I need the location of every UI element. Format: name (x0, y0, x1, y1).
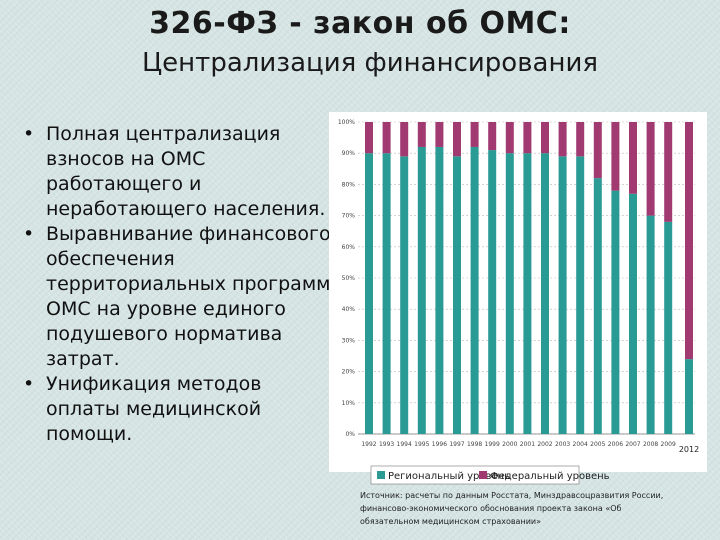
bar-federal (558, 122, 567, 157)
bar-regional (685, 359, 693, 434)
bar-regional (400, 156, 409, 434)
bar-federal (685, 122, 693, 360)
bar-federal (400, 122, 409, 157)
bar-federal (611, 122, 620, 191)
legend-label-regional: Региональный уровень (388, 471, 510, 482)
y-tick-label: 10% (342, 400, 356, 407)
bar-federal (541, 122, 549, 154)
chart-bars (365, 122, 693, 434)
legend-swatch-regional (377, 471, 385, 479)
bar-federal (435, 122, 444, 147)
bar-federal (646, 122, 655, 216)
bar-regional (593, 178, 602, 434)
x-tick-label: 1999 (485, 441, 500, 448)
chart-y-ticks: 0% 10% 20% 30% 40% 50% 60% 70% 80% 90% 100% (338, 119, 355, 438)
bar-federal (576, 122, 585, 157)
x-tick-label: 2008 (643, 441, 658, 448)
chart-panel: 0% 10% 20% 30% 40% 50% 60% 70% 80% 90% 100% 1992 19… (329, 112, 707, 485)
x-tick-label: 2009 (661, 441, 676, 448)
bar-regional (470, 146, 479, 434)
bar-regional (488, 150, 497, 434)
x-tick-label: 1994 (397, 441, 412, 448)
legend-swatch-federal (479, 471, 487, 479)
y-tick-label: 90% (342, 150, 356, 157)
y-tick-label: 50% (342, 275, 356, 282)
bar-federal (470, 122, 479, 147)
legend-box (370, 465, 580, 485)
bar-federal (488, 122, 497, 151)
bar-regional (382, 153, 391, 434)
x-tick-label: 1992 (361, 441, 376, 448)
x-tick-label: 2007 (625, 441, 640, 448)
bullet-text: Унификация методов оплаты медицинской по… (46, 373, 262, 445)
bar-regional (629, 193, 637, 434)
bullet-dot-icon: • (23, 223, 35, 245)
x-tick-label: 2000 (502, 441, 517, 448)
bar-federal (664, 122, 673, 222)
y-tick-label: 100% (338, 119, 355, 126)
y-tick-label: 80% (342, 181, 356, 188)
source-note: Источник: расчеты по данным Росстата, Ми… (360, 491, 664, 526)
bar-federal (629, 122, 637, 194)
y-tick-label: 0% (345, 431, 355, 438)
bar-regional (541, 153, 549, 434)
bar-federal (365, 122, 373, 154)
bar-regional (435, 146, 444, 434)
bullet-list: • Полная централизация взносов на ОМС раб… (20, 122, 340, 447)
bar-regional (417, 146, 426, 434)
legend-label-federal: Федеральный уровень (490, 471, 610, 482)
bar-regional (664, 221, 673, 434)
x-tick-label: 2012 (679, 445, 699, 454)
x-tick-label: 2004 (573, 441, 588, 448)
bar-regional (558, 156, 567, 434)
bar-regional (365, 153, 373, 434)
bar-regional (453, 156, 461, 434)
slide-subtitle: Централизация финансирования (142, 48, 598, 78)
chart-legend: Региональный уровень Федеральный уровень (370, 465, 610, 485)
x-tick-label: 1998 (467, 441, 482, 448)
x-tick-label: 2005 (590, 441, 605, 448)
y-tick-label: 30% (342, 337, 356, 344)
y-tick-label: 60% (342, 244, 356, 251)
bar-federal (505, 122, 514, 154)
y-tick-label: 70% (342, 213, 356, 220)
slide-title: 326-ФЗ - закон об ОМС: (149, 6, 571, 41)
bullet-item: • Унификация методов оплаты медицинской п… (20, 372, 340, 447)
bar-federal (382, 122, 391, 154)
x-tick-label: 2002 (537, 441, 552, 448)
x-tick-label: 2001 (520, 441, 535, 448)
x-tick-label: 1996 (432, 441, 447, 448)
bar-regional (505, 153, 514, 434)
bar-federal (453, 122, 461, 157)
x-tick-label: 2003 (555, 441, 570, 448)
bullet-item: • Выравнивание финансового обеспечения те… (20, 222, 340, 372)
chart-x-ticks: 1992 1993 1994 1995 1996 1997 1998 1999 2000 2001… (361, 441, 699, 454)
bullet-dot-icon: • (23, 123, 35, 145)
x-tick-label: 1993 (379, 441, 394, 448)
y-tick-label: 40% (342, 306, 356, 313)
x-tick-label: 1997 (449, 441, 464, 448)
bullet-item: • Полная централизация взносов на ОМС раб… (20, 122, 340, 222)
bar-regional (646, 215, 655, 434)
bar-federal (593, 122, 602, 179)
x-tick-label: 2006 (608, 441, 623, 448)
bar-federal (523, 122, 532, 154)
bar-regional (576, 156, 585, 434)
x-tick-label: 1995 (414, 441, 429, 448)
bar-federal (417, 122, 426, 147)
bar-regional (523, 153, 532, 434)
stacked-bar-chart: 0%10%20%30%40%50%60%70%80%90%100% 1992 19… (338, 119, 699, 485)
bullet-text: Выравнивание финансового обеспечения тер… (46, 223, 331, 370)
y-tick-label: 20% (342, 369, 356, 376)
bullet-text: Полная централизация взносов на ОМС рабо… (46, 123, 326, 220)
bullet-dot-icon: • (23, 373, 35, 395)
bar-regional (611, 190, 620, 434)
